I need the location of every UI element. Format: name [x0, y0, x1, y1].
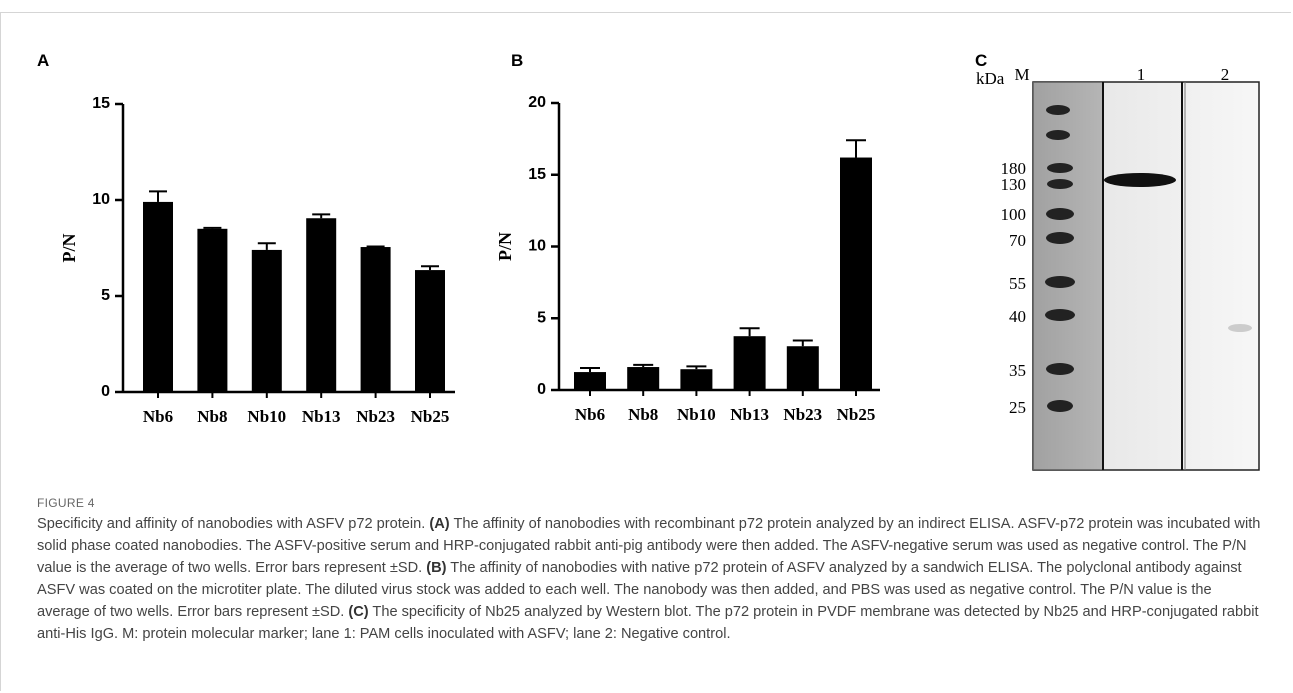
x-tick-label: Nb25 [837, 405, 876, 424]
caption-panel-ref: (C) [348, 604, 368, 620]
bar [680, 369, 712, 390]
lane-label: 2 [1221, 65, 1230, 84]
marker-label: 35 [1009, 361, 1026, 380]
page: A 0 5 10 15 P/N Nb6 Nb8 Nb10 Nb13 Nb23 Nb25 B 0 5 10 15 2… [0, 0, 1293, 693]
bar [197, 229, 227, 392]
bar [627, 367, 659, 390]
western-blot [1033, 82, 1259, 470]
x-tick-label: Nb23 [783, 405, 822, 424]
y-tick-label: 0 [537, 381, 546, 398]
y-tick-label: 0 [101, 383, 110, 400]
bar [574, 372, 606, 390]
lane-label: 1 [1137, 65, 1146, 84]
bar [143, 202, 173, 392]
bar [415, 270, 445, 392]
caption-panel-ref: (A) [429, 516, 449, 532]
figure-caption: Specificity and affinity of nanobodies w… [37, 513, 1262, 645]
y-tick-label: 5 [101, 287, 110, 304]
bar [361, 247, 391, 392]
unit-label: kDa [976, 69, 1005, 88]
marker-label: 40 [1009, 307, 1026, 326]
bar [306, 218, 336, 392]
y-axis-label: P/N [495, 232, 515, 261]
figure-panels: A 0 5 10 15 P/N Nb6 Nb8 Nb10 Nb13 Nb23 Nb25 B 0 5 10 15 2… [0, 0, 1293, 490]
y-axis-label: P/N [59, 234, 79, 263]
x-tick-label: Nb13 [730, 405, 769, 424]
marker-lane [1033, 82, 1103, 470]
x-tick-label: Nb13 [302, 407, 341, 426]
y-tick-label: 15 [528, 166, 546, 183]
x-tick-label: Nb10 [247, 407, 286, 426]
lane1-band [1104, 173, 1176, 187]
x-tick-label: Nb8 [197, 407, 227, 426]
y-tick-label: 10 [92, 191, 110, 208]
caption-text: Specificity and affinity of nanobodies w… [37, 516, 429, 532]
x-tick-label: Nb6 [143, 407, 173, 426]
lane-label: M [1014, 65, 1029, 84]
y-tick-label: 10 [528, 238, 546, 255]
y-tick-label: 15 [92, 95, 110, 112]
x-tick-label: Nb6 [575, 405, 605, 424]
x-tick-label: Nb10 [677, 405, 716, 424]
bar [734, 336, 766, 390]
panel-label: B [511, 51, 523, 70]
y-tick-label: 20 [528, 94, 546, 111]
x-tick-label: Nb8 [628, 405, 658, 424]
panel-label: C [975, 51, 987, 70]
figure-label: FIGURE 4 [37, 496, 95, 510]
caption-panel-ref: (B) [426, 560, 446, 576]
marker-label: 25 [1009, 398, 1026, 417]
lane2-faint [1228, 324, 1252, 332]
marker-label: 100 [1001, 205, 1027, 224]
marker-label: 70 [1009, 231, 1026, 250]
y-tick-label: 5 [537, 309, 546, 326]
bar [840, 158, 872, 390]
marker-label: 130 [1001, 175, 1027, 194]
panel-label: A [37, 51, 49, 70]
marker-label: 55 [1009, 274, 1026, 293]
bar [252, 250, 282, 392]
x-tick-label: Nb23 [356, 407, 395, 426]
bar [787, 346, 819, 390]
x-tick-label: Nb25 [411, 407, 450, 426]
